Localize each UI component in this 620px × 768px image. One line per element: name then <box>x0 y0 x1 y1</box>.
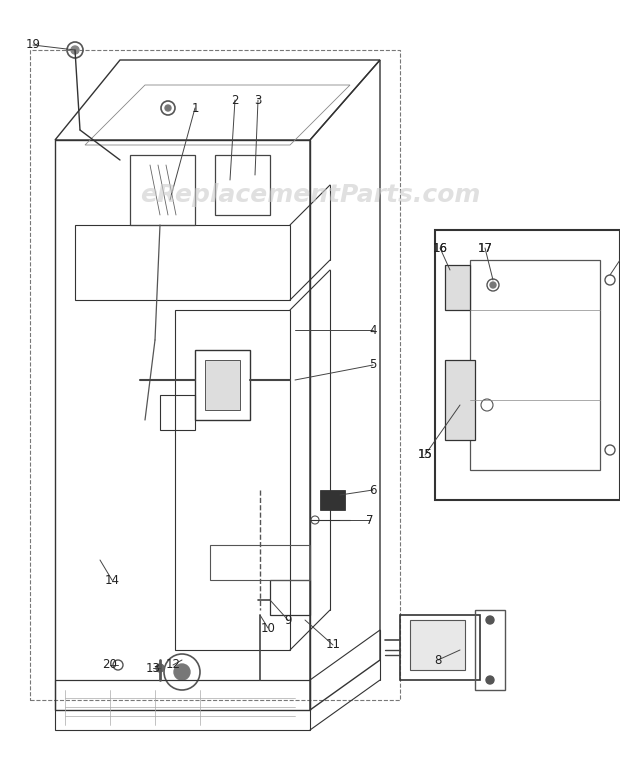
Circle shape <box>165 105 171 111</box>
Text: 13: 13 <box>146 661 161 674</box>
Bar <box>435 230 620 500</box>
Polygon shape <box>205 360 240 410</box>
Circle shape <box>174 664 190 680</box>
Circle shape <box>490 282 496 288</box>
Text: 7: 7 <box>366 514 374 527</box>
Text: 15: 15 <box>417 449 432 462</box>
Text: eReplacementParts.com: eReplacementParts.com <box>140 183 480 207</box>
Circle shape <box>486 616 494 624</box>
Text: 6: 6 <box>370 484 377 496</box>
Bar <box>30 50 400 700</box>
Text: 11: 11 <box>326 638 340 651</box>
Circle shape <box>71 46 79 54</box>
Polygon shape <box>410 620 465 670</box>
Polygon shape <box>445 360 475 440</box>
Polygon shape <box>445 265 470 310</box>
Text: 8: 8 <box>435 654 441 667</box>
Text: 15: 15 <box>417 449 432 462</box>
Text: 1: 1 <box>191 101 199 114</box>
Polygon shape <box>320 490 345 510</box>
Text: 4: 4 <box>370 323 377 336</box>
Text: 17: 17 <box>477 241 492 254</box>
Text: 20: 20 <box>102 658 117 671</box>
Text: 12: 12 <box>166 658 180 671</box>
Text: 16: 16 <box>433 241 448 254</box>
Text: 10: 10 <box>260 621 275 634</box>
Text: 17: 17 <box>477 241 492 254</box>
Text: 3: 3 <box>254 94 262 107</box>
Text: 2: 2 <box>231 94 239 107</box>
Text: 19: 19 <box>25 38 40 51</box>
Text: 5: 5 <box>370 359 377 372</box>
Circle shape <box>486 676 494 684</box>
Text: 14: 14 <box>105 574 120 587</box>
Text: 16: 16 <box>433 241 448 254</box>
Text: 9: 9 <box>284 614 292 627</box>
Circle shape <box>156 664 164 672</box>
